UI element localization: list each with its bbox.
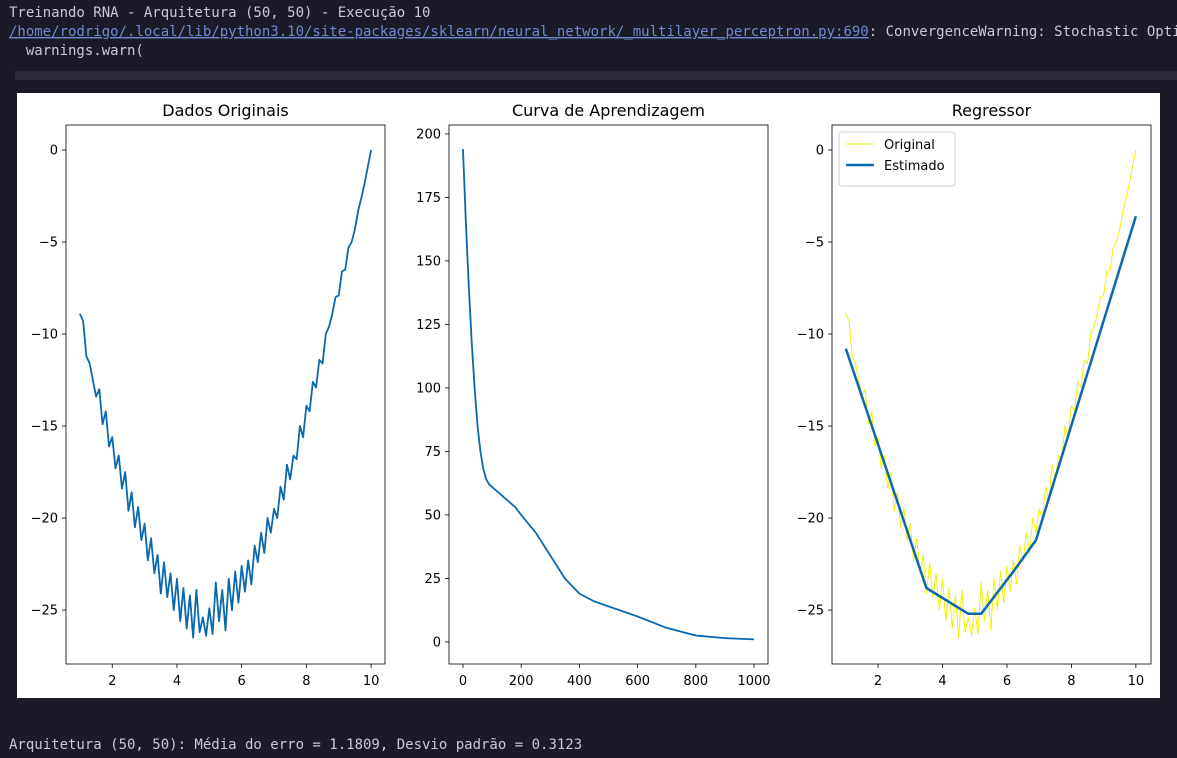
x-tick-label: 600 bbox=[625, 674, 650, 689]
x-tick-label: 800 bbox=[683, 674, 708, 689]
y-tick-label: 175 bbox=[416, 191, 441, 206]
x-tick-label: 1000 bbox=[737, 674, 770, 689]
x-tick-label: 6 bbox=[1003, 674, 1011, 689]
y-tick-label: −25 bbox=[797, 604, 824, 619]
warning-call: warnings.warn( bbox=[9, 43, 144, 59]
legend-box bbox=[838, 131, 956, 187]
y-tick-label: 0 bbox=[433, 635, 441, 650]
y-tick-label: −20 bbox=[797, 512, 824, 527]
legend: Original Estimado bbox=[838, 131, 956, 187]
result-line: Arquitetura (50, 50): Média do erro = 1.… bbox=[9, 737, 582, 753]
data-line bbox=[845, 149, 1137, 639]
y-tick-label: 75 bbox=[424, 445, 441, 460]
chart-title: Dados Originais bbox=[162, 101, 288, 120]
x-tick-label: 400 bbox=[567, 674, 592, 689]
warning-message: : ConvergenceWarning: Stochastic Opti bbox=[869, 24, 1177, 40]
y-tick-label: 0 bbox=[50, 144, 58, 159]
axes-frame bbox=[65, 124, 386, 665]
legend-label: Estimado bbox=[884, 159, 945, 174]
x-tick-label: 4 bbox=[173, 674, 181, 689]
legend-label: Original bbox=[884, 138, 935, 153]
chart-title: Curva de Aprendizagem bbox=[512, 101, 705, 120]
y-tick-label: 100 bbox=[416, 381, 441, 396]
log-line: Treinando RNA - Arquitetura (50, 50) - E… bbox=[9, 5, 430, 21]
x-tick-label: 200 bbox=[509, 674, 534, 689]
axes-frame bbox=[831, 124, 1152, 665]
y-tick-label: −5 bbox=[805, 236, 824, 251]
x-tick-label: 2 bbox=[874, 674, 882, 689]
axes-frame bbox=[448, 124, 769, 665]
chart-title: Regressor bbox=[952, 101, 1032, 120]
y-tick-label: 200 bbox=[416, 127, 441, 142]
y-tick-label: 150 bbox=[416, 254, 441, 269]
x-tick-label: 8 bbox=[302, 674, 310, 689]
x-tick-label: 2 bbox=[108, 674, 116, 689]
x-tick-label: 8 bbox=[1067, 674, 1075, 689]
data-line bbox=[844, 215, 1138, 616]
scrollbar[interactable] bbox=[15, 71, 1177, 80]
file-link[interactable]: /home/rodrigo/.local/lib/python3.10/site… bbox=[9, 24, 869, 40]
y-tick-label: −10 bbox=[31, 328, 58, 343]
y-tick-label: −20 bbox=[31, 512, 58, 527]
data-line bbox=[462, 149, 755, 641]
y-tick-label: −15 bbox=[797, 420, 824, 435]
y-tick-label: 50 bbox=[424, 508, 441, 523]
x-tick-label: 6 bbox=[238, 674, 246, 689]
data-line bbox=[79, 149, 372, 639]
warning-line: /home/rodrigo/.local/lib/python3.10/site… bbox=[9, 24, 1177, 40]
y-tick-label: 0 bbox=[816, 144, 824, 159]
y-tick-label: −25 bbox=[31, 604, 58, 619]
figure bbox=[17, 93, 1160, 698]
y-tick-label: −10 bbox=[797, 328, 824, 343]
y-tick-label: −15 bbox=[31, 420, 58, 435]
x-tick-label: 10 bbox=[363, 674, 380, 689]
y-tick-label: 125 bbox=[416, 318, 441, 333]
y-tick-label: 25 bbox=[424, 572, 441, 587]
y-tick-label: −5 bbox=[39, 236, 58, 251]
x-tick-label: 0 bbox=[459, 674, 467, 689]
x-tick-label: 10 bbox=[1128, 674, 1145, 689]
x-tick-label: 4 bbox=[938, 674, 946, 689]
